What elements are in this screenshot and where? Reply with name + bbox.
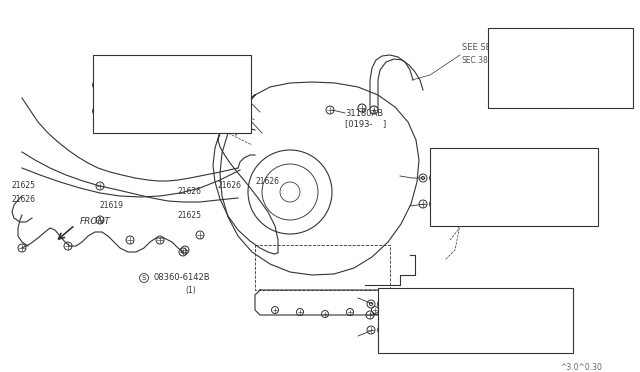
FancyBboxPatch shape <box>378 288 573 353</box>
Text: 21626: 21626 <box>218 182 242 190</box>
Text: S: S <box>142 275 146 281</box>
Text: [0193-    ]: [0193- ] <box>505 206 547 215</box>
Text: 21626: 21626 <box>12 196 36 205</box>
Text: (4): (4) <box>452 186 463 195</box>
Text: (1): (1) <box>185 285 196 295</box>
Text: (1): (1) <box>113 93 124 102</box>
Text: 08915-2421A: 08915-2421A <box>443 173 499 183</box>
Text: 08915-2421A: 08915-2421A <box>391 299 447 308</box>
FancyBboxPatch shape <box>430 148 598 226</box>
Text: 、1）: 、1） <box>111 93 125 102</box>
Text: 31185D: 31185D <box>506 35 539 45</box>
Text: 21625: 21625 <box>178 211 202 219</box>
Text: B: B <box>431 201 436 207</box>
FancyBboxPatch shape <box>93 55 251 133</box>
Text: SEE SEC.384: SEE SEC.384 <box>462 44 515 52</box>
Text: [0193-    ]: [0193- ] <box>345 119 387 128</box>
Text: 31180AB: 31180AB <box>345 109 383 118</box>
Text: B: B <box>380 327 385 333</box>
Text: 21619: 21619 <box>100 201 124 209</box>
Text: [0193-    ]: [0193- ] <box>385 321 426 330</box>
Text: 08360-6142B: 08360-6142B <box>154 273 211 282</box>
Text: 08171-2551A: 08171-2551A <box>443 199 499 208</box>
Text: SEC.384参照: SEC.384参照 <box>462 55 503 64</box>
Text: (4): (4) <box>452 212 463 221</box>
Text: 31185E: 31185E <box>570 35 602 45</box>
Text: 31180A: 31180A <box>505 196 537 205</box>
Text: (1): (1) <box>488 340 499 349</box>
Text: [0790-0193]: [0790-0193] <box>98 64 150 74</box>
Text: 08171-2651A: 08171-2651A <box>106 80 163 90</box>
FancyBboxPatch shape <box>488 28 633 108</box>
Text: 21626: 21626 <box>255 177 279 186</box>
Text: [0790-0193]: [0790-0193] <box>435 157 487 167</box>
Text: B: B <box>95 108 99 114</box>
Text: 31180AA: 31180AA <box>385 311 423 320</box>
Text: B: B <box>95 82 99 88</box>
Text: (1): (1) <box>111 119 122 128</box>
Text: [0790-0193]: [0790-0193] <box>383 340 435 349</box>
Text: W: W <box>379 301 385 307</box>
Text: W: W <box>431 175 437 181</box>
Text: 08915-2421A: 08915-2421A <box>106 106 162 115</box>
Text: FRONT: FRONT <box>80 218 111 227</box>
Text: (1): (1) <box>400 311 411 321</box>
Text: 21625: 21625 <box>12 180 36 189</box>
Text: 21626: 21626 <box>178 187 202 196</box>
Text: 08171-2501A: 08171-2501A <box>391 326 447 334</box>
Text: ^3.0^0.30: ^3.0^0.30 <box>560 363 602 372</box>
